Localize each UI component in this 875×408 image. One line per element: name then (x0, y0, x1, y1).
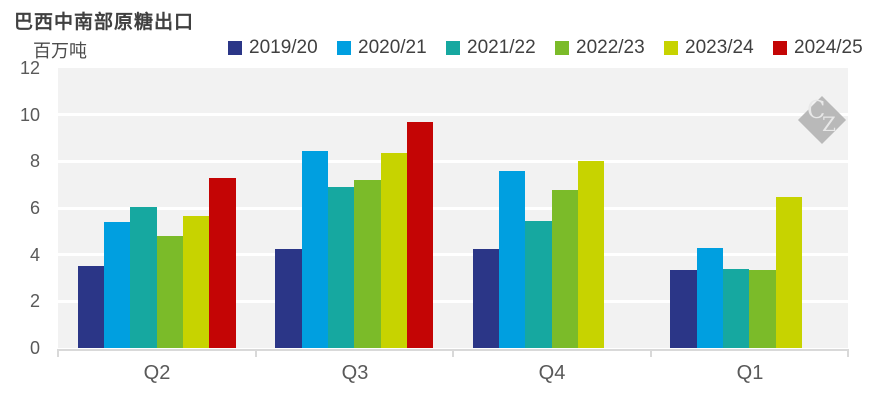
legend-item-2022-23: 2022/23 (555, 38, 645, 58)
y-tick-label-0: 0 (29, 338, 40, 358)
chart-title: 巴西中南部原糖出口 (14, 11, 195, 33)
bar-q2-2024-25 (209, 178, 236, 348)
y-tick-label-12: 12 (19, 58, 40, 78)
bar-q4-2023-24 (578, 161, 604, 348)
bar-q1-2023-24 (776, 197, 802, 348)
plot-area: C Z (58, 68, 848, 348)
bar-q1-2022-23 (749, 270, 776, 348)
bar-q1-2020-21 (697, 248, 723, 348)
bar-q2-2021-22 (130, 207, 157, 348)
x-axis-tick (452, 349, 454, 357)
gridline-y-6 (58, 207, 848, 210)
legend-label-2021-22: 2021/22 (467, 37, 536, 58)
bar-q3-2021-22 (328, 187, 354, 348)
bar-q1-2021-22 (723, 269, 749, 348)
legend-swatch-2021-22 (446, 41, 460, 55)
x-tick-label-q3: Q3 (341, 362, 369, 384)
legend-label-2020-21: 2020/21 (358, 37, 427, 58)
legend-item-2020-21: 2020/21 (337, 38, 427, 58)
x-tick-label-q4: Q4 (538, 362, 566, 384)
legend-swatch-2023-24 (664, 41, 678, 55)
gridline-y-4 (58, 253, 848, 256)
legend-item-2024-25: 2024/25 (773, 38, 863, 58)
x-axis-tick (57, 349, 59, 357)
x-tick-label-q1: Q1 (736, 362, 764, 384)
cz-letter-z: Z (822, 112, 836, 136)
x-axis-tick (847, 349, 849, 357)
bar-q4-2020-21 (499, 171, 525, 348)
y-axis-unit-label: 百万吨 (33, 41, 87, 62)
gridline-y-10 (58, 113, 848, 116)
legend-item-2023-24: 2023/24 (664, 38, 754, 58)
legend-swatch-2020-21 (337, 41, 351, 55)
y-tick-label-4: 4 (29, 245, 40, 265)
bar-q2-2020-21 (104, 222, 130, 348)
bar-q3-2019-20 (275, 249, 302, 348)
bar-q2-2023-24 (183, 216, 209, 348)
legend-label-2019-20: 2019/20 (249, 37, 318, 58)
y-tick-label-2: 2 (29, 291, 40, 311)
x-axis-tick (650, 349, 652, 357)
x-axis-tick (255, 349, 257, 357)
bar-q4-2019-20 (473, 249, 499, 348)
legend-swatch-2019-20 (228, 41, 242, 55)
bar-q3-2024-25 (407, 122, 433, 348)
legend-label-2024-25: 2024/25 (794, 37, 863, 58)
y-tick-label-8: 8 (29, 151, 40, 171)
bar-q1-2019-20 (670, 270, 697, 348)
gridline-y-8 (58, 160, 848, 163)
legend-label-2023-24: 2023/24 (685, 37, 754, 58)
bar-q3-2022-23 (354, 180, 381, 348)
gridline-y-2 (58, 300, 848, 303)
legend-swatch-2024-25 (773, 41, 787, 55)
bar-q2-2022-23 (157, 236, 183, 348)
bar-q3-2023-24 (381, 153, 407, 348)
legend-item-2019-20: 2019/20 (228, 38, 318, 58)
cz-logo-watermark: C Z (796, 94, 848, 146)
legend-swatch-2022-23 (555, 41, 569, 55)
bar-q4-2021-22 (525, 221, 552, 348)
bar-q2-2019-20 (78, 266, 104, 348)
legend-item-2021-22: 2021/22 (446, 38, 536, 58)
bar-q3-2020-21 (302, 151, 328, 348)
y-tick-label-6: 6 (29, 198, 40, 218)
legend-label-2022-23: 2022/23 (576, 37, 645, 58)
y-tick-label-10: 10 (19, 105, 40, 125)
bar-q4-2022-23 (552, 190, 578, 348)
x-tick-label-q2: Q2 (143, 362, 171, 384)
cz-letter-c: C (807, 96, 826, 124)
